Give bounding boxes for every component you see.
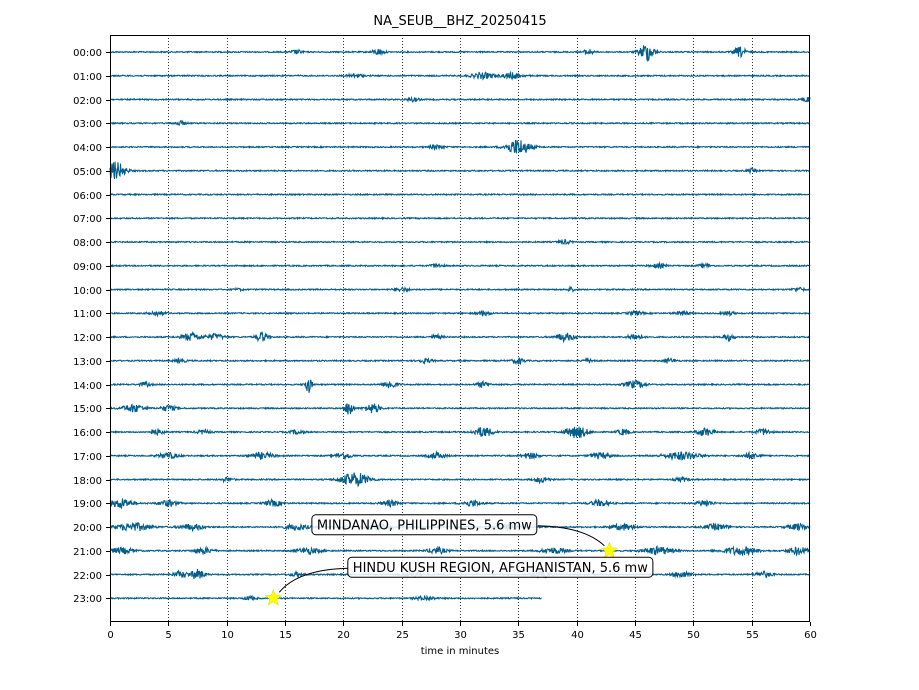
y-tick-label: 06:00 (73, 191, 102, 202)
trace-1500 (109, 403, 811, 415)
x-tick-label: 10 (221, 630, 234, 641)
y-tick-label: 07:00 (73, 214, 102, 225)
y-tick-label: 16:00 (73, 428, 102, 439)
y-tick-label: 12:00 (73, 333, 102, 344)
trace-1800 (109, 472, 811, 487)
plot-frame (110, 35, 810, 622)
trace-0100 (109, 70, 811, 81)
event-annotation: HINDU KUSH REGION, AFGHANISTAN, 5.6 mw (264, 556, 654, 606)
trace-1300 (109, 356, 811, 366)
y-tick-label: 14:00 (73, 381, 102, 392)
y-tick-label: 19:00 (73, 499, 102, 510)
y-tick-label: 00:00 (73, 48, 102, 59)
x-tick-label: 20 (337, 630, 350, 641)
x-tick-label: 40 (571, 630, 584, 641)
x-tick-label: 25 (396, 630, 409, 641)
y-tick-label: 09:00 (73, 262, 102, 273)
x-tick-label: 30 (454, 630, 467, 641)
trace-0500 (109, 161, 811, 180)
event-label-box (347, 556, 654, 578)
y-tick-label: 22:00 (73, 571, 102, 582)
trace-0200 (109, 95, 811, 103)
y-tick-label: 01:00 (73, 72, 102, 83)
y-tick-label: 20:00 (73, 523, 102, 534)
trace-0600 (109, 192, 811, 197)
event-annotations: MINDANAO, PHILIPPINES, 5.6 mw HINDU KUSH … (264, 514, 654, 606)
trace-1900 (109, 497, 811, 510)
x-tick-label: 0 (107, 630, 113, 641)
y-tick-label: 05:00 (73, 167, 102, 178)
trace-1100 (109, 309, 811, 318)
trace-1000 (109, 285, 811, 294)
trace-1200 (109, 330, 811, 344)
y-tick-label: 23:00 (73, 594, 102, 605)
y-tick-label: 11:00 (73, 309, 102, 320)
x-axis-label: time in minutes (421, 646, 500, 657)
event-label: HINDU KUSH REGION, AFGHANISTAN, 5.6 mw (353, 561, 648, 576)
y-tick-label: 13:00 (73, 357, 102, 368)
y-axis: 00:00 01:00 02:00 03:00 04:00 05:00 06:00 07:00… (73, 48, 110, 605)
trace-0800 (109, 238, 811, 245)
event-star-marker (600, 541, 619, 559)
trace-0900 (109, 261, 811, 270)
event-annotation: MINDANAO, PHILIPPINES, 5.6 mw (311, 514, 619, 559)
x-axis: 0 5 10 15 20 25 30 35 40 45 50 55 60 (107, 622, 817, 641)
event-star-marker (264, 589, 283, 606)
chart-title: NA_SEUB__BHZ_20250415 (373, 14, 546, 29)
y-tick-label: 04:00 (73, 143, 102, 154)
trace-1600 (109, 426, 811, 439)
y-tick-label: 15:00 (73, 404, 102, 415)
x-tick-label: 5 (165, 630, 171, 641)
y-tick-label: 17:00 (73, 452, 102, 463)
event-label: MINDANAO, PHILIPPINES, 5.6 mw (317, 518, 532, 533)
x-tick-label: 15 (279, 630, 292, 641)
event-label-box (311, 514, 538, 536)
x-tick-label: 50 (687, 630, 700, 641)
trace-group (109, 45, 811, 602)
trace-2100 (109, 545, 811, 557)
trace-2300 (109, 594, 542, 602)
trace-0000 (109, 45, 811, 63)
x-tick-label: 45 (629, 630, 642, 641)
x-tick-label: 55 (746, 630, 759, 641)
y-tick-label: 18:00 (73, 476, 102, 487)
y-tick-label: 08:00 (73, 238, 102, 249)
trace-1700 (109, 450, 811, 462)
trace-0400 (109, 140, 811, 154)
x-tick-label: 35 (512, 630, 525, 641)
y-tick-label: 10:00 (73, 286, 102, 297)
y-tick-label: 03:00 (73, 119, 102, 130)
trace-0300 (109, 119, 811, 126)
y-tick-label: 21:00 (73, 547, 102, 558)
x-tick-label: 60 (804, 630, 817, 641)
y-tick-label: 02:00 (73, 96, 102, 107)
trace-1400 (109, 379, 811, 393)
event-connector (278, 567, 349, 593)
event-connector (537, 525, 605, 547)
trace-0700 (109, 216, 811, 221)
